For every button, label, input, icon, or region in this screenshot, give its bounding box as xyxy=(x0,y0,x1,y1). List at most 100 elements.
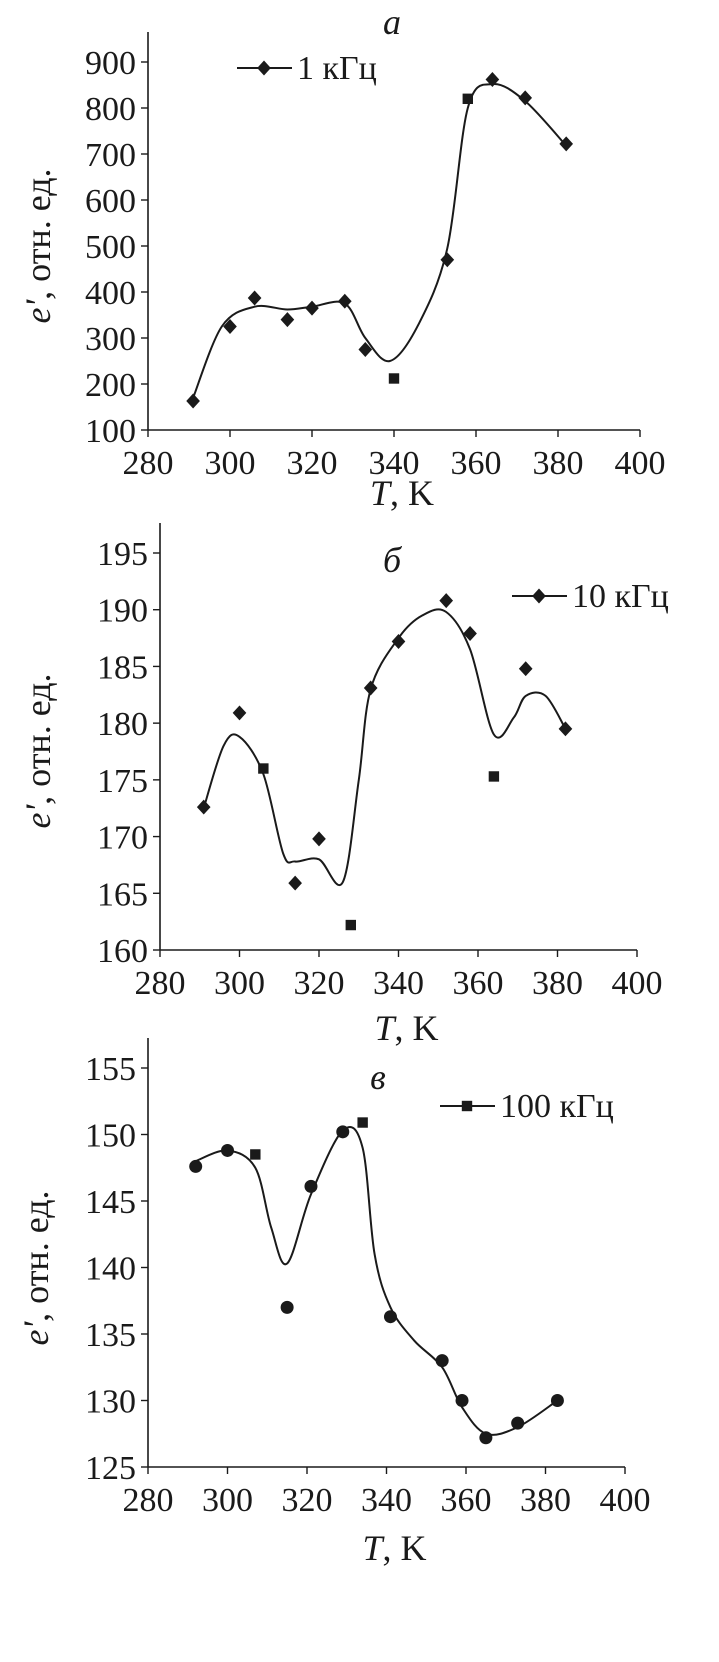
x-tick-label: 280 xyxy=(135,965,186,1002)
data-point xyxy=(280,1300,294,1314)
legend-marker xyxy=(257,60,271,76)
x-tick-label: 320 xyxy=(287,445,338,482)
x-tick-label: 320 xyxy=(294,965,345,1002)
data-point xyxy=(232,705,247,721)
data-point xyxy=(462,93,473,104)
data-point xyxy=(391,633,406,649)
data-point xyxy=(435,1354,449,1368)
x-tick-label: 340 xyxy=(361,1482,412,1519)
data-point xyxy=(305,300,319,316)
panel-label: а xyxy=(383,2,401,42)
data-point xyxy=(439,593,454,609)
data-point xyxy=(223,319,237,334)
y-tick-label: 145 xyxy=(85,1184,136,1221)
data-point xyxy=(337,293,352,309)
y-tick-label: 700 xyxy=(85,137,136,174)
data-point xyxy=(247,290,262,306)
y-tick-label: 125 xyxy=(85,1450,136,1487)
x-tick-label: 400 xyxy=(612,965,663,1002)
data-point xyxy=(363,680,378,696)
y-tick-label: 800 xyxy=(85,91,136,128)
data-point xyxy=(345,919,356,931)
chart-panel-2: 160 165 170 175 180 185 190 195 280 300 320 340 360 3… xyxy=(18,523,669,1048)
data-point xyxy=(280,312,295,328)
legend-label: 1 кГц xyxy=(297,50,377,87)
x-tick-label: 380 xyxy=(520,1482,571,1519)
y-tick-label: 175 xyxy=(97,763,148,800)
x-tick-label: 380 xyxy=(533,445,584,482)
data-point xyxy=(511,1416,525,1430)
y-tick-label: 300 xyxy=(85,321,136,358)
y-tick-label: 165 xyxy=(97,876,148,913)
legend-marker xyxy=(461,1100,473,1112)
y-tick-label: 130 xyxy=(85,1384,136,1421)
x-tick-label: 400 xyxy=(615,445,666,482)
legend-label: 10 кГц xyxy=(572,578,669,615)
chart-panel-3: 125 130 135 140 145 150 155 280 300 320 340 360 380 4… xyxy=(16,1038,651,1568)
x-axis-label: T, K xyxy=(374,1008,438,1048)
x-tick-label: 300 xyxy=(205,445,256,482)
data-point xyxy=(221,1143,234,1157)
data-point xyxy=(485,72,500,87)
data-point xyxy=(288,875,302,891)
x-tick-label: 280 xyxy=(123,1482,174,1519)
y-tick-label: 160 xyxy=(97,933,148,970)
y-tick-label: 400 xyxy=(85,275,136,312)
y-tick-label: 185 xyxy=(97,649,148,686)
data-point xyxy=(189,1159,203,1173)
data-point xyxy=(196,799,211,815)
data-point xyxy=(488,771,500,782)
data-point xyxy=(312,831,326,847)
legend: 10 кГц xyxy=(512,578,669,615)
y-tick-label: 140 xyxy=(85,1251,136,1288)
data-point xyxy=(336,1125,350,1139)
data-point xyxy=(463,626,477,642)
legend: 100 кГц xyxy=(440,1088,614,1125)
panel-label: б xyxy=(383,540,403,580)
x-tick-label: 300 xyxy=(202,1482,253,1519)
x-tick-label: 340 xyxy=(369,445,420,482)
panel-label: в xyxy=(370,1057,386,1097)
y-tick-label: 180 xyxy=(97,706,148,743)
data-point xyxy=(383,1310,397,1324)
x-tick-label: 400 xyxy=(600,1482,651,1519)
data-point xyxy=(455,1394,469,1407)
legend: 1 кГц xyxy=(237,50,377,87)
series-line xyxy=(202,608,567,886)
x-tick-label: 360 xyxy=(453,965,504,1002)
chart-panel-1: 100 200 300 400 500 600 700 800 900 280 300 320 340 3… xyxy=(18,2,666,513)
y-tick-label: 155 xyxy=(85,1051,136,1088)
y-tick-label: 900 xyxy=(85,45,136,82)
x-tick-label: 360 xyxy=(451,445,502,482)
x-tick-label: 320 xyxy=(282,1482,333,1519)
data-point xyxy=(559,136,574,152)
data-point xyxy=(479,1431,493,1445)
data-point xyxy=(358,342,373,357)
x-tick-label: 360 xyxy=(441,1482,492,1519)
data-point xyxy=(304,1179,318,1193)
data-point xyxy=(440,252,455,268)
data-point xyxy=(186,393,200,409)
y-tick-label: 195 xyxy=(97,536,148,573)
y-axis-label: e', отн. ед. xyxy=(18,673,58,828)
y-tick-label: 200 xyxy=(85,367,136,404)
y-tick-label: 500 xyxy=(85,229,136,266)
legend-label: 100 кГц xyxy=(500,1088,614,1125)
data-point xyxy=(258,763,269,774)
legend-marker xyxy=(532,588,546,604)
x-axis-label: T, K xyxy=(370,473,434,513)
y-axis-label: e', отн. ед. xyxy=(16,1190,56,1345)
data-point xyxy=(250,1149,261,1160)
x-tick-label: 300 xyxy=(214,965,265,1002)
x-axis-label: T, K xyxy=(362,1528,426,1568)
data-point xyxy=(388,373,400,384)
y-tick-label: 600 xyxy=(85,183,136,220)
y-tick-label: 190 xyxy=(97,593,148,630)
data-point xyxy=(518,90,533,106)
x-tick-label: 280 xyxy=(123,445,174,482)
x-tick-label: 340 xyxy=(373,965,424,1002)
x-tick-label: 380 xyxy=(532,965,583,1002)
y-axis-label: e', отн. ед. xyxy=(18,168,58,323)
data-point xyxy=(357,1117,368,1128)
